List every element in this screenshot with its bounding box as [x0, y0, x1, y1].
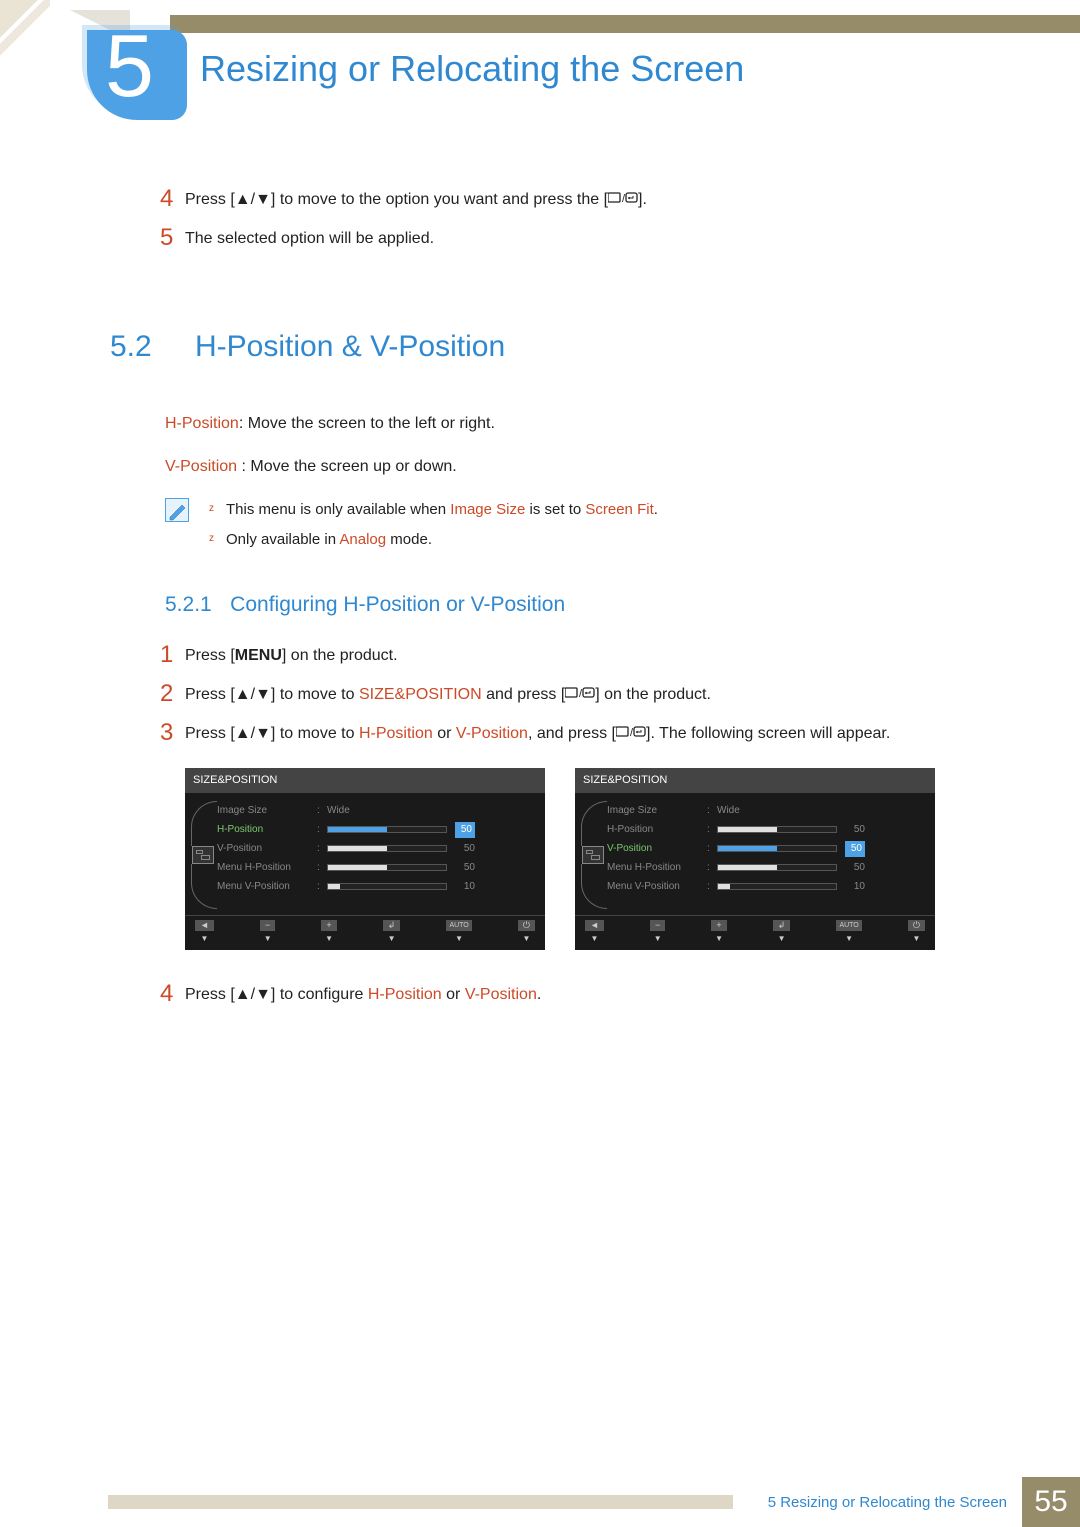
step-number: 1 — [110, 641, 185, 670]
osd-footer-btn: ↲▼ — [773, 920, 791, 946]
ok-enter-icon: / — [565, 682, 595, 708]
section-title: H-Position & V-Position — [195, 323, 505, 371]
osd-title: SIZE&POSITION — [575, 768, 935, 794]
osd-footer-btn: −▼ — [650, 920, 665, 946]
osd-title: SIZE&POSITION — [185, 768, 545, 794]
osd-footer-btn: ↲▼ — [383, 920, 401, 946]
osd-footer-btn: +▼ — [711, 920, 726, 946]
chapter-number: 5 — [105, 22, 154, 110]
osd-footer-btn: ◄▼ — [195, 920, 214, 946]
footer-bar — [108, 1495, 733, 1509]
decorative-stripes — [0, 0, 50, 60]
step-5-top: 5 The selected option will be applied. — [110, 224, 1000, 253]
footer-page-number: 55 — [1022, 1477, 1080, 1527]
step-text: The selected option will be applied. — [185, 224, 1000, 253]
subsection-title: Configuring H-Position or V-Position — [230, 593, 565, 616]
note-icon — [165, 498, 189, 522]
osd-footer: ◄▼ −▼ +▼ ↲▼ AUTO▼ ⏻▼ — [185, 915, 545, 950]
osd-screenshots: SIZE&POSITIONImage Size:WideH-Position:5… — [185, 768, 1000, 950]
hposition-description: H-Position: Move the screen to the left … — [165, 411, 1000, 437]
osd-category-icon — [192, 846, 214, 864]
osd-row: Menu H-Position:50 — [217, 858, 533, 877]
ok-enter-icon: / — [608, 187, 638, 213]
osd-row: H-Position:50 — [217, 820, 533, 839]
note-item: This menu is only available when Image S… — [209, 498, 658, 522]
step-text: Press [▲/▼] to move to the option you wa… — [185, 185, 1000, 214]
ok-enter-icon: / — [616, 721, 646, 747]
step-text: Press [▲/▼] to move to H-Position or V-P… — [185, 719, 1000, 748]
osd-row: H-Position:50 — [607, 820, 923, 839]
updown-icon: ▲/▼ — [235, 682, 271, 708]
vposition-description: V-Position : Move the screen up or down. — [165, 454, 1000, 480]
header-bar — [170, 15, 1080, 33]
config-step: 3Press [▲/▼] to move to H-Position or V-… — [110, 719, 1000, 748]
subsection-number: 5.2.1 — [165, 593, 212, 616]
osd-right: SIZE&POSITION Image Size:WideH-Position:5… — [575, 768, 935, 950]
footer-text: 5 Resizing or Relocating the Screen — [753, 1494, 1022, 1511]
page-footer: 5 Resizing or Relocating the Screen 55 — [0, 1477, 1080, 1527]
step-number: 4 — [110, 980, 185, 1009]
osd-category-icon — [582, 846, 604, 864]
config-step: 4Press [▲/▼] to configure H-Position or … — [110, 980, 1000, 1009]
updown-icon: ▲/▼ — [235, 982, 271, 1008]
osd-row: Menu V-Position:10 — [607, 877, 923, 896]
chapter-title: Resizing or Relocating the Screen — [200, 48, 744, 90]
updown-icon: ▲/▼ — [235, 721, 271, 747]
step-text: Press [MENU] on the product. — [185, 641, 1000, 670]
note-item: Only available in Analog mode. — [209, 528, 658, 552]
osd-footer-btn: +▼ — [321, 920, 336, 946]
osd-footer-btn: −▼ — [260, 920, 275, 946]
step-text: Press [▲/▼] to configure H-Position or V… — [185, 980, 1000, 1009]
osd-footer-btn: ⏻▼ — [518, 920, 535, 946]
section-heading: 5.2 H-Position & V-Position — [110, 323, 1000, 371]
note-box: This menu is only available when Image S… — [165, 498, 1000, 558]
step-4-top: 4 Press [▲/▼] to move to the option you … — [110, 185, 1000, 214]
osd-footer-btn: ◄▼ — [585, 920, 604, 946]
updown-icon: ▲/▼ — [235, 187, 271, 213]
osd-footer: ◄▼ −▼ +▼ ↲▼ AUTO▼ ⏻▼ — [575, 915, 935, 950]
osd-row: Image Size:Wide — [607, 801, 923, 820]
step-number: 4 — [110, 185, 185, 214]
subsection-heading: 5.2.1 Configuring H-Position or V-Positi… — [165, 588, 1000, 622]
osd-row: V-Position:50 — [607, 839, 923, 858]
step-number: 3 — [110, 719, 185, 748]
step-number: 5 — [110, 224, 185, 253]
osd-row: Menu V-Position:10 — [217, 877, 533, 896]
osd-left: SIZE&POSITION Image Size:WideH-Position:5… — [185, 768, 545, 950]
osd-footer-btn: AUTO▼ — [446, 920, 471, 946]
config-step: 1Press [MENU] on the product. — [110, 641, 1000, 670]
osd-row: Image Size:Wide — [217, 801, 533, 820]
config-step: 2Press [▲/▼] to move to SIZE&POSITION an… — [110, 680, 1000, 709]
section-number: 5.2 — [110, 323, 195, 371]
step-text: Press [▲/▼] to move to SIZE&POSITION and… — [185, 680, 1000, 709]
osd-row: V-Position:50 — [217, 839, 533, 858]
osd-footer-btn: ⏻▼ — [908, 920, 925, 946]
osd-footer-btn: AUTO▼ — [836, 920, 861, 946]
step-number: 2 — [110, 680, 185, 709]
osd-row: Menu H-Position:50 — [607, 858, 923, 877]
